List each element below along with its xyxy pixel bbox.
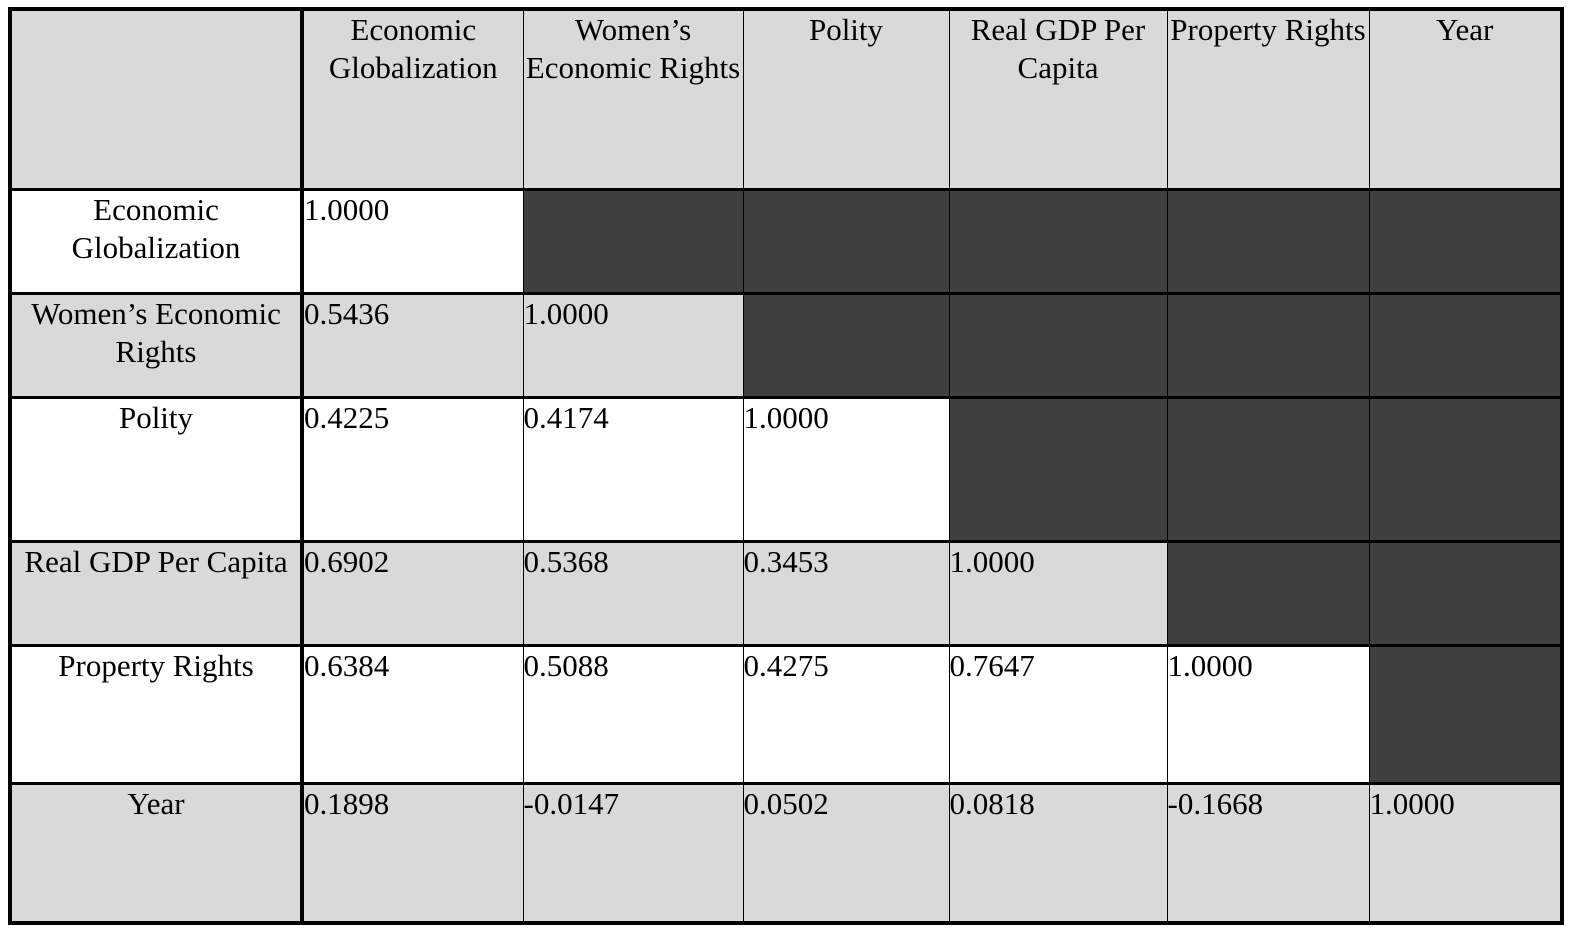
masked-cell xyxy=(1368,396,1563,543)
table-row: Year 0.1898 -0.0147 0.0502 0.0818 -0.166… xyxy=(9,782,1563,925)
masked-cell xyxy=(1166,396,1370,543)
row-header: Women’s Economic Rights xyxy=(9,292,304,399)
column-header: Property Rights xyxy=(1166,8,1370,191)
header-row: Economic Globalization Women’s Economic … xyxy=(9,8,1563,191)
correlation-cell: 1.0000 xyxy=(742,396,950,543)
masked-cell xyxy=(742,188,950,295)
row-header: Year xyxy=(9,782,304,925)
correlation-cell: 1.0000 xyxy=(1368,782,1563,925)
masked-cell xyxy=(948,396,1168,543)
column-header: Real GDP Per Capita xyxy=(948,8,1168,191)
correlation-cell: 0.3453 xyxy=(742,540,950,647)
masked-cell xyxy=(948,188,1168,295)
correlation-cell: 0.0818 xyxy=(948,782,1168,925)
corner-cell xyxy=(9,8,304,191)
correlation-cell: 1.0000 xyxy=(301,188,524,295)
correlation-matrix-table: Economic Globalization Women’s Economic … xyxy=(8,7,1564,925)
masked-cell xyxy=(1166,540,1370,647)
masked-cell xyxy=(1166,188,1370,295)
row-header: Polity xyxy=(9,396,304,543)
table-row: Property Rights 0.6384 0.5088 0.4275 0.7… xyxy=(9,644,1563,785)
correlation-cell: 0.5088 xyxy=(522,644,744,785)
table-row: Economic Globalization 1.0000 xyxy=(9,188,1563,295)
masked-cell xyxy=(1166,292,1370,399)
correlation-cell: 0.4275 xyxy=(742,644,950,785)
row-header: Economic Globalization xyxy=(9,188,304,295)
column-header: Women’s Economic Rights xyxy=(522,8,744,191)
column-header: Year xyxy=(1368,8,1563,191)
column-header: Polity xyxy=(742,8,950,191)
masked-cell xyxy=(742,292,950,399)
correlation-cell: 0.4174 xyxy=(522,396,744,543)
correlation-cell: 0.6384 xyxy=(301,644,524,785)
table-row: Real GDP Per Capita 0.6902 0.5368 0.3453… xyxy=(9,540,1563,647)
correlation-cell: 1.0000 xyxy=(522,292,744,399)
masked-cell xyxy=(522,188,744,295)
correlation-cell: 0.7647 xyxy=(948,644,1168,785)
masked-cell xyxy=(1368,292,1563,399)
correlation-cell: 1.0000 xyxy=(948,540,1168,647)
row-header: Property Rights xyxy=(9,644,304,785)
table-row: Women’s Economic Rights 0.5436 1.0000 xyxy=(9,292,1563,399)
correlation-cell: 1.0000 xyxy=(1166,644,1370,785)
masked-cell xyxy=(1368,644,1563,785)
correlation-cell: 0.5436 xyxy=(301,292,524,399)
correlation-cell: 0.1898 xyxy=(301,782,524,925)
column-header: Economic Globalization xyxy=(301,8,524,191)
table-row: Polity 0.4225 0.4174 1.0000 xyxy=(9,396,1563,543)
correlation-cell: 0.0502 xyxy=(742,782,950,925)
masked-cell xyxy=(948,292,1168,399)
masked-cell xyxy=(1368,540,1563,647)
masked-cell xyxy=(1368,188,1563,295)
row-header: Real GDP Per Capita xyxy=(9,540,304,647)
correlation-cell: 0.6902 xyxy=(301,540,524,647)
correlation-cell: -0.0147 xyxy=(522,782,744,925)
correlation-cell: -0.1668 xyxy=(1166,782,1370,925)
correlation-cell: 0.4225 xyxy=(301,396,524,543)
correlation-cell: 0.5368 xyxy=(522,540,744,647)
